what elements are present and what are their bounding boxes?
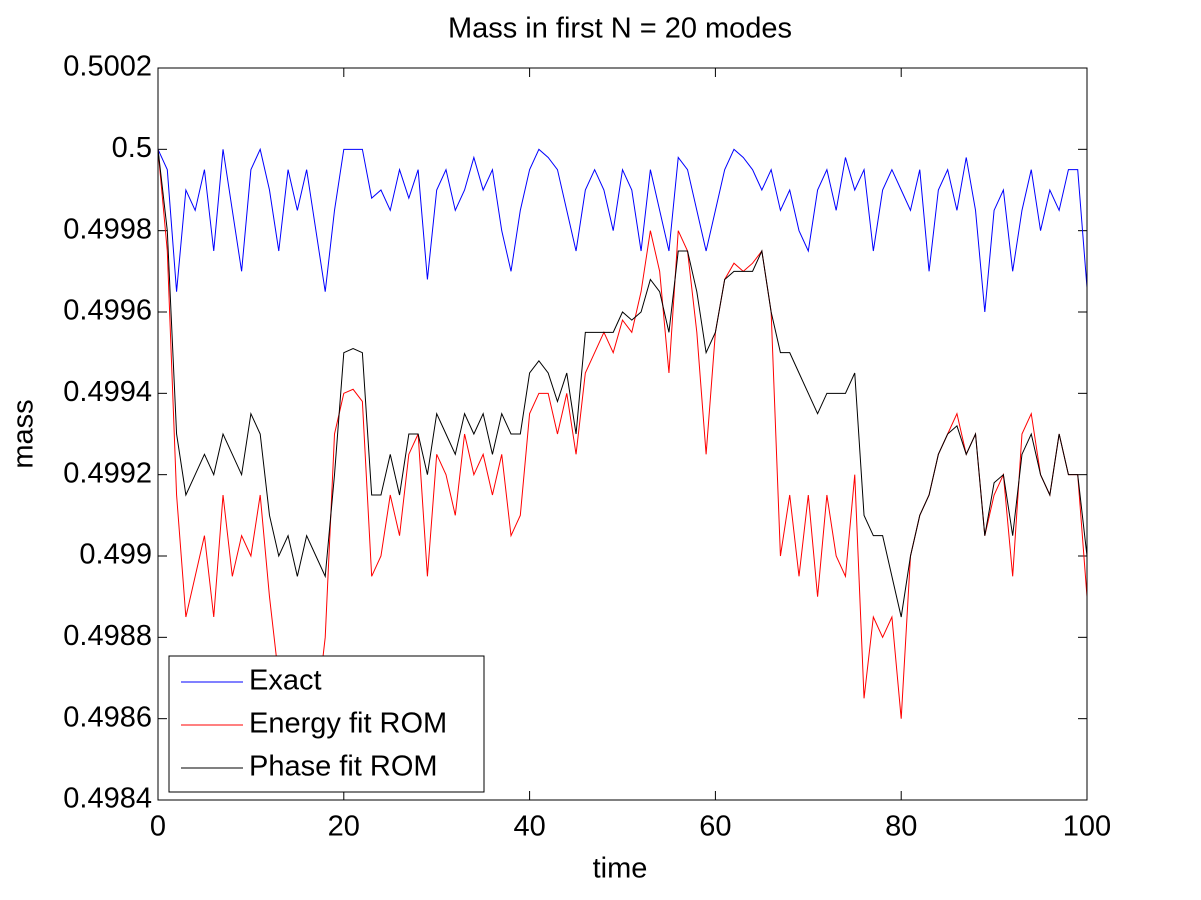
plot-frame — [157, 67, 1088, 801]
x-tick-label: 0 — [150, 811, 166, 843]
x-axis-label: time — [593, 853, 648, 885]
y-tick-label: 0.4998 — [63, 213, 152, 245]
legend-label: Energy fit ROM — [249, 708, 447, 740]
x-tick-label: 40 — [513, 811, 545, 843]
y-axis-label: mass — [8, 399, 40, 468]
x-tick-label: 60 — [699, 811, 731, 843]
legend-box — [168, 655, 485, 793]
y-tick-label: 0.4996 — [63, 295, 152, 327]
x-tick-label: 80 — [885, 811, 917, 843]
series-line — [157, 147, 1088, 313]
y-tick-label: 0.5002 — [63, 51, 152, 83]
y-tick-label: 0.4986 — [63, 701, 152, 733]
chart-title: Mass in first N = 20 modes — [448, 13, 792, 45]
series-line — [157, 149, 1088, 618]
y-tick-label: 0.4984 — [63, 783, 152, 815]
y-tick-label: 0.499 — [79, 539, 152, 571]
y-tick-label: 0.4988 — [63, 620, 152, 652]
legend-label: Phase fit ROM — [249, 751, 438, 783]
y-tick-label: 0.4992 — [63, 457, 152, 489]
legend-label: Exact — [249, 665, 322, 697]
x-tick-label: 20 — [328, 811, 360, 843]
x-tick-label: 100 — [1063, 811, 1111, 843]
y-tick-label: 0.4994 — [63, 376, 152, 408]
y-tick-label: 0.5 — [112, 132, 152, 164]
